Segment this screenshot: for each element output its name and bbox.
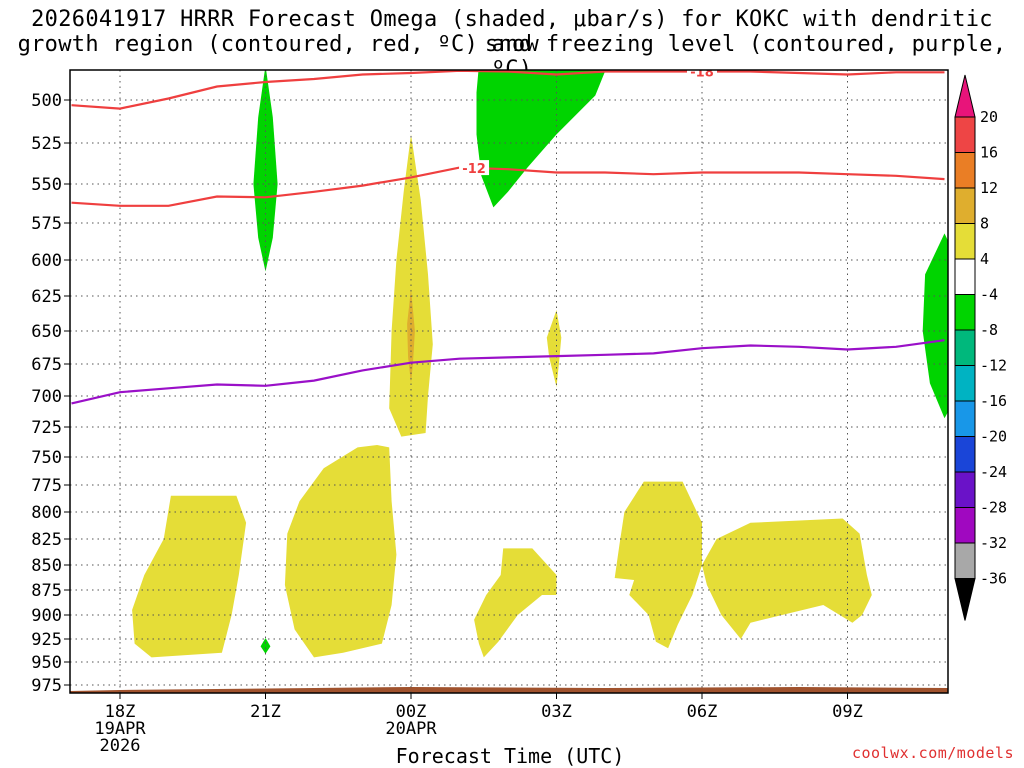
colorbar-segment <box>954 294 976 331</box>
y-tick-label: 500 <box>31 91 62 111</box>
colorbar-tick-label: -12 <box>980 357 1007 375</box>
omega-shaded-region-2 <box>260 638 271 654</box>
colorbar-tick-label: -28 <box>980 499 1007 517</box>
colorbar-top-arrow <box>954 74 976 118</box>
colorbar-tick-label: 16 <box>980 144 998 162</box>
contour-label: -12 <box>462 162 486 177</box>
x-tick-label: 09Z <box>832 702 863 722</box>
colorbar-segment <box>954 507 976 544</box>
omega-shaded-region-12 <box>702 518 872 639</box>
y-tick-label: 550 <box>31 175 62 195</box>
colorbar-tick-label: 12 <box>980 179 998 197</box>
colorbar-bottom-arrow <box>954 578 976 621</box>
omega-shaded-region-1 <box>253 70 278 272</box>
y-tick-label: 625 <box>31 287 62 307</box>
y-tick-label: 600 <box>31 251 62 271</box>
colorbar-tick-label: 8 <box>980 215 989 233</box>
colorbar-segment <box>954 329 976 366</box>
colorbar-tick-label: -8 <box>980 321 998 339</box>
y-tick-label: 675 <box>31 355 62 375</box>
y-tick-label: 975 <box>31 676 62 696</box>
colorbar-segment <box>954 542 976 579</box>
x-tick-label: 06Z <box>687 702 718 722</box>
y-tick-label: 650 <box>31 322 62 342</box>
omega-shaded-region-8 <box>132 495 247 658</box>
omega-shaded-region-10 <box>474 548 557 658</box>
x-tick-label: 03Z <box>541 702 572 722</box>
colorbar-tick-label: 20 <box>980 108 998 126</box>
y-tick-label: 775 <box>31 476 62 496</box>
chart-title-line-2: growth region (contoured, red, ºC) and f… <box>17 32 1007 82</box>
chart-title-line-1: 2026041917 HRRR Forecast Omega (shaded, … <box>31 7 993 57</box>
colorbar-tick-label: -16 <box>980 392 1007 410</box>
x-axis-label: Forecast Time (UTC) <box>395 744 625 768</box>
omega-shaded-region-4 <box>922 233 948 419</box>
terrain-fill <box>70 687 948 693</box>
x-tick-sublabel: 2026 <box>100 736 141 756</box>
contour-line-3 <box>71 339 945 405</box>
omega-shaded-region-11 <box>614 481 702 649</box>
plot-frame <box>69 69 949 694</box>
y-tick-label: 725 <box>31 418 62 438</box>
contour-label-bg <box>459 160 490 176</box>
x-tick-label: 18Z <box>105 702 136 722</box>
colorbar-tick-label: -4 <box>980 286 998 304</box>
colorbar-segment <box>954 258 976 295</box>
y-tick-label: 825 <box>31 530 62 550</box>
colorbar-tick-label: 4 <box>980 250 989 268</box>
y-tick-label: 700 <box>31 387 62 407</box>
x-tick-sublabel: 19APR <box>94 719 146 739</box>
y-tick-label: 900 <box>31 606 62 626</box>
y-tick-label: 925 <box>31 630 62 650</box>
y-tick-label: 850 <box>31 556 62 576</box>
contour-line-1 <box>71 70 945 110</box>
contour-label: -18 <box>690 66 714 81</box>
contour-label-bg <box>687 70 717 79</box>
colorbar-segment <box>954 436 976 473</box>
y-tick-label: 800 <box>31 503 62 523</box>
site-credit: coolwx.com/models <box>851 744 1014 762</box>
y-tick-label: 950 <box>31 653 62 673</box>
x-tick-sublabel: 20APR <box>385 719 437 739</box>
y-tick-label: 525 <box>31 134 62 154</box>
y-tick-label: 875 <box>31 581 62 601</box>
colorbar-segment <box>954 116 976 153</box>
omega-shaded-region-9 <box>284 445 397 658</box>
colorbar-tick-label: -20 <box>980 428 1007 446</box>
colorbar-segment <box>954 365 976 402</box>
contour-line-2 <box>71 166 945 207</box>
colorbar-segment <box>954 471 976 508</box>
colorbar-segment <box>954 400 976 437</box>
x-tick-label: 00Z <box>396 702 427 722</box>
colorbar-segment <box>954 223 976 260</box>
y-tick-label: 575 <box>31 214 62 234</box>
colorbar-tick-label: -32 <box>980 534 1007 552</box>
omega-shaded-region-3 <box>476 70 605 208</box>
colorbar-segment <box>954 152 976 189</box>
colorbar-tick-label: -24 <box>980 463 1007 481</box>
colorbar-tick-label: -36 <box>980 570 1007 588</box>
omega-shaded-region-7 <box>546 310 562 387</box>
omega-shaded-region-6 <box>407 288 415 384</box>
x-tick-label: 21Z <box>250 702 281 722</box>
y-tick-label: 750 <box>31 448 62 468</box>
colorbar-segment <box>954 187 976 224</box>
